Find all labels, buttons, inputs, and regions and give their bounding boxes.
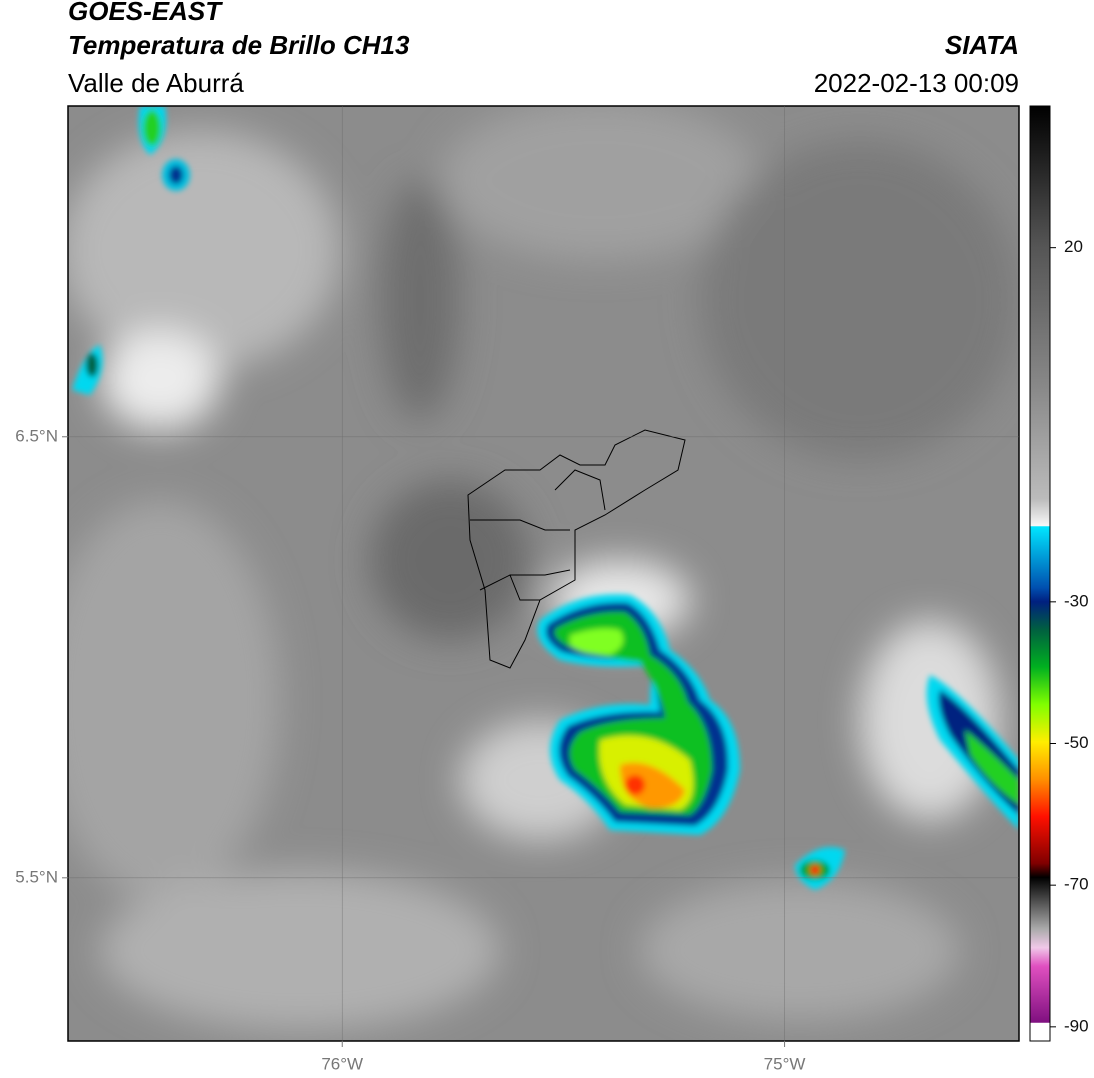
colorbar-tick-label: -90 xyxy=(1064,1016,1089,1035)
satellite-image xyxy=(68,106,1019,1041)
colorbar-tick-label: 20 xyxy=(1064,237,1083,256)
colorbar xyxy=(1029,105,1051,1042)
region: Valle de Aburrá xyxy=(68,68,244,98)
source: SIATA xyxy=(945,30,1019,60)
title: GOES-EAST xyxy=(68,0,223,26)
subtitle: Temperatura de Brillo CH13 xyxy=(68,30,410,60)
datetime: 2022-02-13 00:09 xyxy=(814,68,1019,98)
municipal-boundaries xyxy=(467,429,686,669)
colorbar-tick-label: -70 xyxy=(1064,875,1089,894)
y-tick-label: 5.5°N xyxy=(15,867,58,886)
x-tick-label: 75°W xyxy=(764,1054,806,1073)
map-frame xyxy=(67,105,1020,1042)
x-tick-label: 76°W xyxy=(321,1054,363,1073)
colorbar-tick-label: -50 xyxy=(1064,733,1089,752)
colorbar-tick-label: -30 xyxy=(1064,591,1089,610)
y-tick-label: 6.5°N xyxy=(15,426,58,445)
